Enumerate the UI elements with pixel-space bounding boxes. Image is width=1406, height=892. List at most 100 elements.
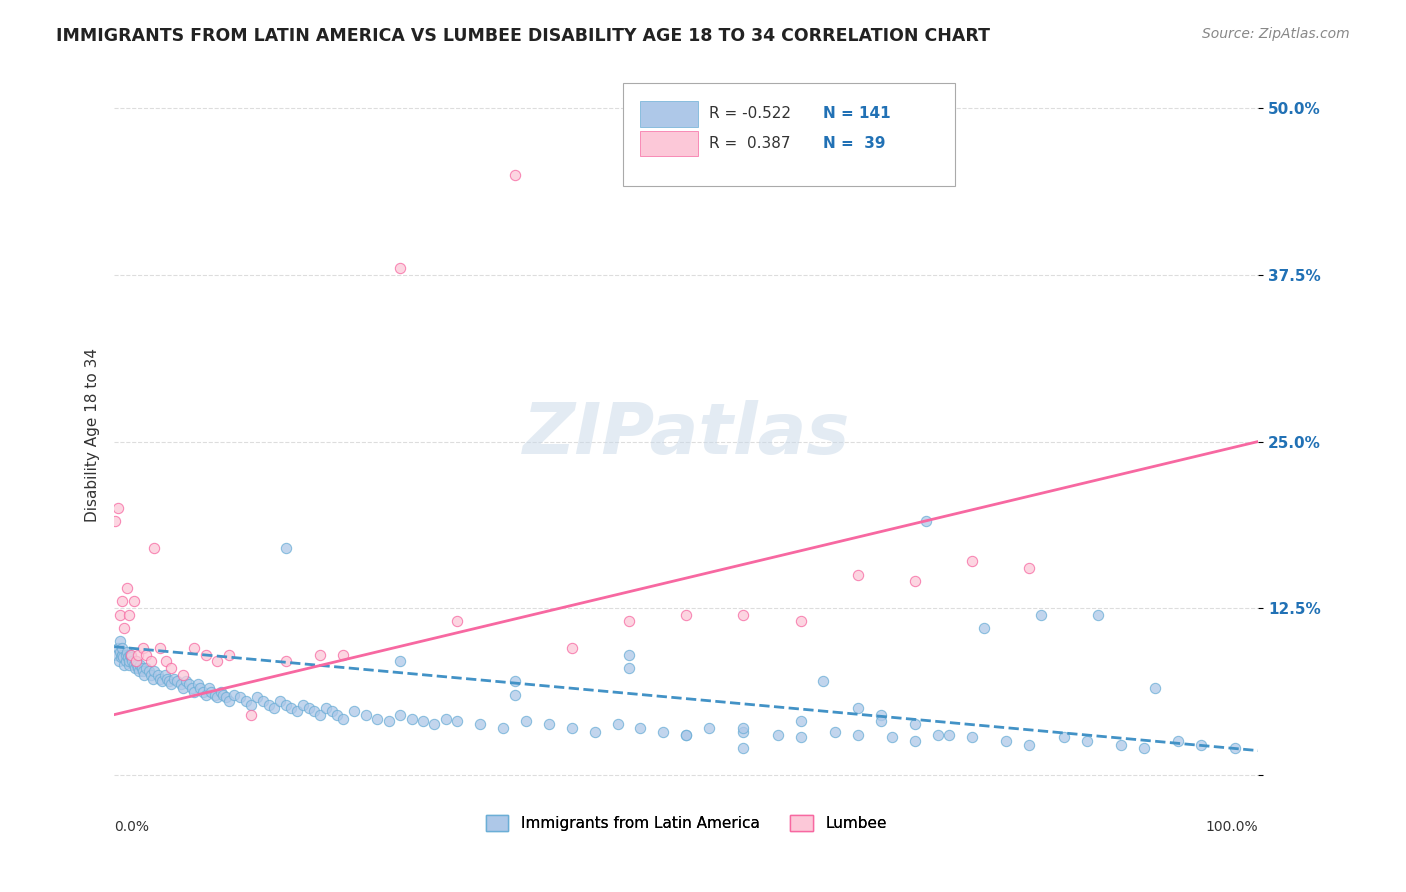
Point <box>205 690 228 705</box>
Point <box>169 677 191 691</box>
Point <box>846 701 869 715</box>
Point <box>309 648 332 662</box>
Point <box>108 645 131 659</box>
Point <box>104 515 127 529</box>
Text: R =  0.387: R = 0.387 <box>709 136 790 151</box>
Point <box>343 704 366 718</box>
Point <box>120 650 142 665</box>
Point <box>224 688 246 702</box>
Point <box>880 731 903 745</box>
Point <box>617 661 640 675</box>
Point <box>389 707 412 722</box>
Point <box>135 661 157 675</box>
Point <box>515 714 537 729</box>
Point <box>125 658 148 673</box>
Point <box>149 672 172 686</box>
Point <box>274 541 297 555</box>
Point <box>108 607 131 622</box>
Point <box>869 714 891 729</box>
Point <box>118 654 141 668</box>
Point <box>252 694 274 708</box>
Point <box>503 168 526 182</box>
Point <box>146 667 169 681</box>
Point <box>139 654 162 668</box>
Text: ZIPatlas: ZIPatlas <box>523 401 849 469</box>
Point <box>401 712 423 726</box>
Point <box>107 640 129 655</box>
Point <box>105 648 128 662</box>
Point <box>240 707 263 722</box>
Point <box>537 717 560 731</box>
Point <box>183 640 205 655</box>
Point <box>304 704 326 718</box>
Point <box>309 707 332 722</box>
Point <box>114 621 136 635</box>
Point <box>139 667 162 681</box>
Point <box>446 615 468 629</box>
Legend: Immigrants from Latin America, Lumbee: Immigrants from Latin America, Lumbee <box>479 809 893 838</box>
Point <box>269 694 291 708</box>
Point <box>118 658 141 673</box>
Point <box>366 712 388 726</box>
Point <box>561 640 583 655</box>
Point <box>470 717 492 731</box>
Point <box>143 541 166 555</box>
Point <box>263 701 285 715</box>
Point <box>114 658 136 673</box>
Point <box>904 574 927 589</box>
Point <box>194 648 217 662</box>
Y-axis label: Disability Age 18 to 34: Disability Age 18 to 34 <box>86 348 100 522</box>
Point <box>142 672 165 686</box>
Point <box>235 694 257 708</box>
Point <box>193 685 215 699</box>
Point <box>1087 607 1109 622</box>
Point <box>1076 734 1098 748</box>
Point <box>177 677 200 691</box>
Point <box>194 688 217 702</box>
Point <box>107 501 129 516</box>
Point <box>183 685 205 699</box>
Point <box>200 685 222 699</box>
Point <box>1225 740 1247 755</box>
Point <box>389 261 412 276</box>
Point <box>124 661 146 675</box>
Point <box>492 721 515 735</box>
Point <box>127 661 149 675</box>
Point <box>733 721 755 735</box>
Point <box>1018 739 1040 753</box>
Point <box>143 664 166 678</box>
Point <box>166 674 188 689</box>
Point <box>285 704 308 718</box>
Point <box>617 648 640 662</box>
Point <box>129 658 152 673</box>
Point <box>274 654 297 668</box>
Point <box>229 690 252 705</box>
Point <box>766 728 789 742</box>
Text: 100.0%: 100.0% <box>1205 820 1258 833</box>
FancyBboxPatch shape <box>623 83 955 186</box>
Point <box>904 734 927 748</box>
Point <box>131 661 153 675</box>
Point <box>111 640 134 655</box>
Point <box>132 640 155 655</box>
Point <box>240 698 263 713</box>
Point <box>561 721 583 735</box>
Point <box>973 621 995 635</box>
Point <box>155 654 177 668</box>
Point <box>246 690 269 705</box>
Point <box>617 615 640 629</box>
FancyBboxPatch shape <box>640 131 697 156</box>
Point <box>122 658 145 673</box>
Point <box>938 728 960 742</box>
FancyBboxPatch shape <box>640 102 697 128</box>
Point <box>1132 740 1154 755</box>
Point <box>160 677 183 691</box>
Point <box>321 704 343 718</box>
Point <box>257 698 280 713</box>
Point <box>960 731 983 745</box>
Point <box>1052 731 1074 745</box>
Point <box>789 615 811 629</box>
Point <box>122 594 145 608</box>
Point <box>298 701 321 715</box>
Point <box>583 725 606 739</box>
